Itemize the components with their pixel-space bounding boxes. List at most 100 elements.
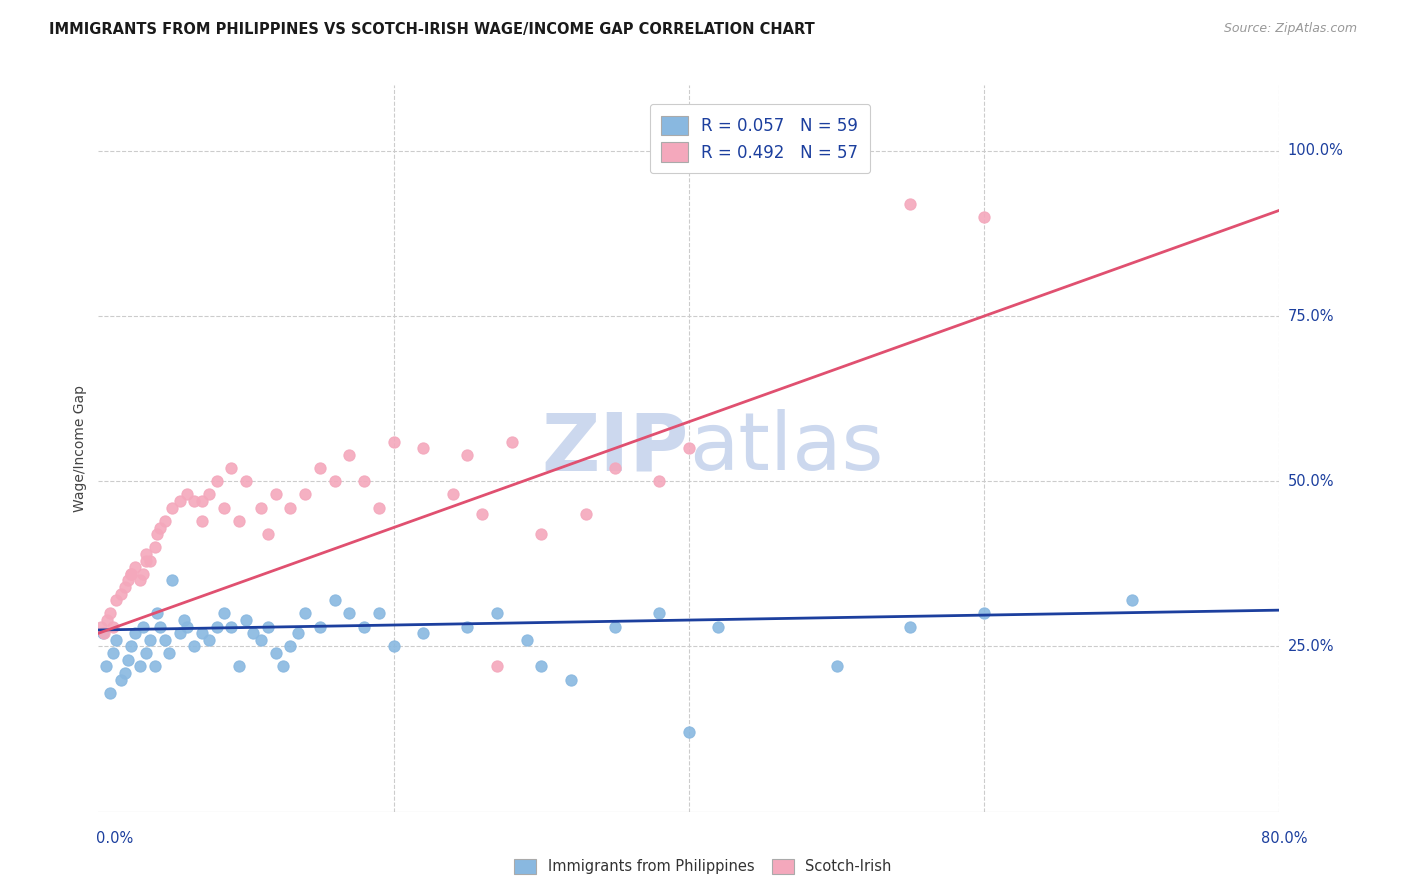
Point xyxy=(294,607,316,621)
Point xyxy=(198,487,221,501)
Point xyxy=(135,553,157,567)
Point xyxy=(516,632,538,647)
Point xyxy=(103,620,125,634)
Point xyxy=(212,607,235,621)
Point xyxy=(135,646,157,660)
Point xyxy=(441,487,464,501)
Point xyxy=(176,620,198,634)
Point xyxy=(228,514,250,528)
Text: 25.0%: 25.0% xyxy=(1288,639,1334,654)
Point xyxy=(183,640,205,654)
Point xyxy=(94,659,117,673)
Point xyxy=(169,494,191,508)
Point xyxy=(605,620,627,634)
Point xyxy=(973,607,995,621)
Point xyxy=(205,620,228,634)
Text: IMMIGRANTS FROM PHILIPPINES VS SCOTCH-IRISH WAGE/INCOME GAP CORRELATION CHART: IMMIGRANTS FROM PHILIPPINES VS SCOTCH-IR… xyxy=(49,22,815,37)
Point xyxy=(162,574,183,588)
Point xyxy=(648,475,671,489)
Point xyxy=(471,508,494,522)
Point xyxy=(309,620,332,634)
Point xyxy=(110,673,132,687)
Text: atlas: atlas xyxy=(689,409,883,487)
Point xyxy=(221,461,243,475)
Text: Source: ZipAtlas.com: Source: ZipAtlas.com xyxy=(1223,22,1357,36)
Point xyxy=(212,500,235,515)
Point xyxy=(287,626,309,640)
Text: 0.0%: 0.0% xyxy=(96,831,132,846)
Point xyxy=(264,646,287,660)
Point xyxy=(382,640,405,654)
Point xyxy=(139,553,162,567)
Point xyxy=(900,196,922,211)
Point xyxy=(339,607,361,621)
Point xyxy=(678,725,700,739)
Text: 100.0%: 100.0% xyxy=(1288,144,1344,158)
Point xyxy=(149,620,172,634)
Point xyxy=(825,659,848,673)
Text: 75.0%: 75.0% xyxy=(1288,309,1334,324)
Point xyxy=(135,547,157,561)
Point xyxy=(486,607,509,621)
Point xyxy=(412,442,434,455)
Point xyxy=(368,607,391,621)
Point xyxy=(162,500,183,515)
Point xyxy=(90,620,112,634)
Point xyxy=(323,593,346,607)
Point xyxy=(973,210,995,224)
Point xyxy=(323,475,346,489)
Point xyxy=(128,659,150,673)
Point xyxy=(139,632,162,647)
Point xyxy=(235,475,257,489)
Point xyxy=(132,566,155,581)
Point xyxy=(605,461,627,475)
Point xyxy=(96,613,118,627)
Point xyxy=(98,686,121,700)
Point xyxy=(412,626,434,640)
Point xyxy=(501,434,523,449)
Y-axis label: Wage/Income Gap: Wage/Income Gap xyxy=(73,384,87,512)
Point xyxy=(221,620,243,634)
Point xyxy=(176,487,198,501)
Point xyxy=(678,442,700,455)
Point xyxy=(486,659,509,673)
Point xyxy=(120,640,142,654)
Point xyxy=(191,494,214,508)
Point xyxy=(294,487,316,501)
Point xyxy=(120,566,142,581)
Point xyxy=(124,626,146,640)
Point xyxy=(339,448,361,462)
Point xyxy=(117,653,139,667)
Text: 80.0%: 80.0% xyxy=(1261,831,1308,846)
Point xyxy=(173,613,195,627)
Point xyxy=(149,520,172,534)
Point xyxy=(280,500,302,515)
Point xyxy=(143,659,166,673)
Point xyxy=(153,514,176,528)
Point xyxy=(120,566,142,581)
Point xyxy=(900,620,922,634)
Point xyxy=(157,646,180,660)
Point xyxy=(250,632,273,647)
Point xyxy=(128,574,150,588)
Point xyxy=(457,620,479,634)
Point xyxy=(271,659,294,673)
Point xyxy=(198,632,221,647)
Point xyxy=(105,593,128,607)
Point xyxy=(280,640,302,654)
Point xyxy=(124,560,146,574)
Point xyxy=(110,587,132,601)
Point xyxy=(257,620,280,634)
Point xyxy=(183,494,205,508)
Point xyxy=(575,508,598,522)
Legend: Immigrants from Philippines, Scotch-Irish: Immigrants from Philippines, Scotch-Iris… xyxy=(509,853,897,880)
Point xyxy=(146,607,169,621)
Text: 50.0%: 50.0% xyxy=(1288,474,1334,489)
Point xyxy=(242,626,264,640)
Point xyxy=(560,673,582,687)
Point xyxy=(264,487,287,501)
Point xyxy=(91,626,114,640)
Point xyxy=(1121,593,1143,607)
Point xyxy=(530,527,553,541)
Point xyxy=(191,626,214,640)
